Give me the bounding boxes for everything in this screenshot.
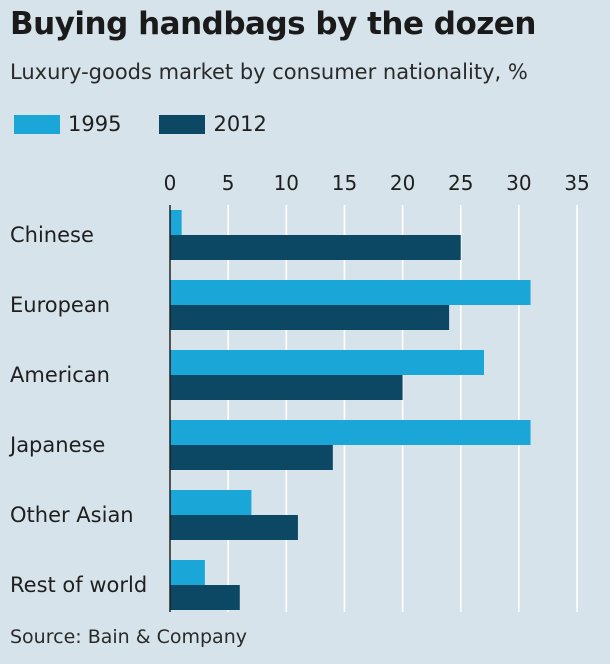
bar-1995-rest-of-world	[170, 560, 205, 585]
category-label: Japanese	[8, 433, 105, 457]
legend-item-1995: 1995	[14, 112, 121, 136]
bar-1995-european	[170, 280, 531, 305]
bar-2012-rest-of-world	[170, 585, 240, 610]
source-note: Source: Bain & Company	[10, 626, 247, 648]
category-label: European	[10, 293, 110, 317]
category-label: American	[10, 363, 110, 387]
bar-1995-japanese	[170, 420, 531, 445]
category-label: Chinese	[10, 223, 94, 247]
legend: 1995 2012	[14, 112, 305, 136]
chart-title: Buying handbags by the dozen	[10, 6, 536, 42]
bar-2012-other-asian	[170, 515, 298, 540]
x-tick-label: 10	[274, 171, 299, 195]
x-tick-label: 5	[222, 171, 235, 195]
x-tick-label: 0	[164, 171, 177, 195]
chart-subtitle: Luxury-goods market by consumer national…	[10, 60, 528, 84]
bar-2012-european	[170, 305, 450, 330]
bar-2012-american	[170, 375, 403, 400]
category-label: Rest of world	[10, 573, 147, 597]
bar-1995-american	[170, 350, 485, 375]
legend-swatch-1995	[14, 114, 60, 134]
legend-label-2012: 2012	[213, 112, 267, 136]
x-tick-label: 20	[390, 171, 415, 195]
bar-2012-chinese	[170, 235, 461, 260]
bar-1995-other-asian	[170, 490, 252, 515]
x-tick-label: 35	[564, 171, 589, 195]
category-label: Other Asian	[10, 503, 134, 527]
bar-1995-chinese	[170, 210, 182, 235]
legend-swatch-2012	[159, 114, 206, 134]
legend-item-2012: 2012	[159, 112, 267, 136]
x-tick-label: 25	[448, 171, 473, 195]
legend-label-1995: 1995	[68, 112, 122, 136]
bar-2012-japanese	[170, 445, 333, 470]
x-tick-label: 15	[332, 171, 357, 195]
x-tick-label: 30	[506, 171, 531, 195]
